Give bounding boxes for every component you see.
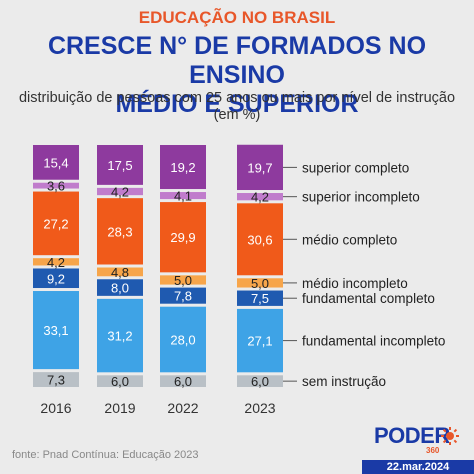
data-label: 6,0 [111,374,129,389]
data-label: 4,1 [174,189,192,204]
legend-label: sem instrução [302,374,386,389]
data-label: 4,2 [47,255,65,270]
data-label: 15,4 [43,155,68,170]
data-label: 6,0 [174,374,192,389]
brand-logo-sub: 360 [426,446,440,455]
bar-segment [97,267,143,277]
bar-segment [237,144,283,191]
data-label: 3,6 [47,179,65,194]
data-label: 7,3 [47,373,65,388]
bar-segment [237,203,283,276]
bar-segment [237,375,283,387]
bar-segment [160,306,206,373]
bar-segment [97,375,143,387]
bar-segment [160,375,206,387]
data-label: 17,5 [107,158,132,173]
title-line-2: MÉDIO E SUPERIOR [115,90,359,118]
data-label: 27,2 [43,216,68,231]
bar-segment [160,192,206,200]
bar-segment [33,191,79,256]
data-label: 4,8 [111,265,129,280]
bar-segment [97,198,143,265]
data-label: 7,5 [251,291,269,306]
bar-segment [160,275,206,285]
brand-logo: PODER [374,423,450,448]
data-label: 6,0 [251,374,269,389]
data-label: 28,3 [107,224,132,239]
date-badge: 22.mar.2024 [362,460,474,474]
x-tick-label: 2022 [167,400,198,416]
legend-label: fundamental incompleto [302,334,445,349]
stacked-bar-chart: 7,333,19,24,227,23,615,420166,031,28,04,… [33,144,445,416]
data-label: 19,2 [170,160,195,175]
bar-segment [160,202,206,273]
x-tick-label: 2016 [40,400,71,416]
bar-segment [160,145,206,190]
legend-label: fundamental completo [302,291,435,306]
title-line-1: CRESCE N° DE FORMADOS NO ENSINO [47,32,427,89]
kicker: EDUCAÇÃO NO BRASIL [138,8,336,27]
bar-segment [33,372,79,387]
data-label: 31,2 [107,329,132,344]
bar-segment [33,182,79,189]
data-label: 19,7 [247,160,272,175]
bar-segment [33,145,79,180]
data-label: 27,1 [247,334,272,349]
bar-segment [33,291,79,370]
chart-subtitle: distribuição de pessoas com 25 anos ou m… [0,90,474,124]
legend-label: superior incompleto [302,190,420,205]
chart-title: CRESCE N° DE FORMADOS NO ENSINO MÉDIO E … [0,32,474,119]
subtitle-line-1: distribuição de pessoas com 25 anos ou m… [18,90,456,106]
bar-segment [33,258,79,266]
data-label: 5,0 [174,273,192,288]
bar-segment [237,290,283,306]
data-label: 5,0 [251,276,269,291]
x-tick-label: 2019 [104,400,135,416]
bar-segment [97,187,143,196]
sun-icon [441,427,459,445]
bar-segment [237,193,283,201]
data-label: 30,6 [247,232,272,247]
data-label: 28,0 [170,333,195,348]
bar-segment [33,268,79,289]
data-label: 7,8 [174,289,192,304]
subtitle-line-2: (em %) [213,107,261,123]
bar-segment [97,145,143,185]
x-tick-label: 2023 [244,400,275,416]
data-label: 33,1 [43,323,68,338]
legend-label: superior completo [302,160,409,175]
data-label: 9,2 [47,271,65,286]
source-note: fonte: Pnad Contínua: Educação 2023 [12,449,199,461]
bar-segment [237,308,283,373]
bar-segment [160,287,206,304]
bar-segment [237,278,283,288]
data-label: 29,9 [170,230,195,245]
legend-label: médio completo [302,232,397,247]
legend-label: médio incompleto [302,276,408,291]
bar-segment [97,279,143,296]
bar-segment [97,298,143,373]
data-label: 4,2 [251,190,269,205]
data-label: 8,0 [111,281,129,296]
data-label: 4,2 [111,185,129,200]
